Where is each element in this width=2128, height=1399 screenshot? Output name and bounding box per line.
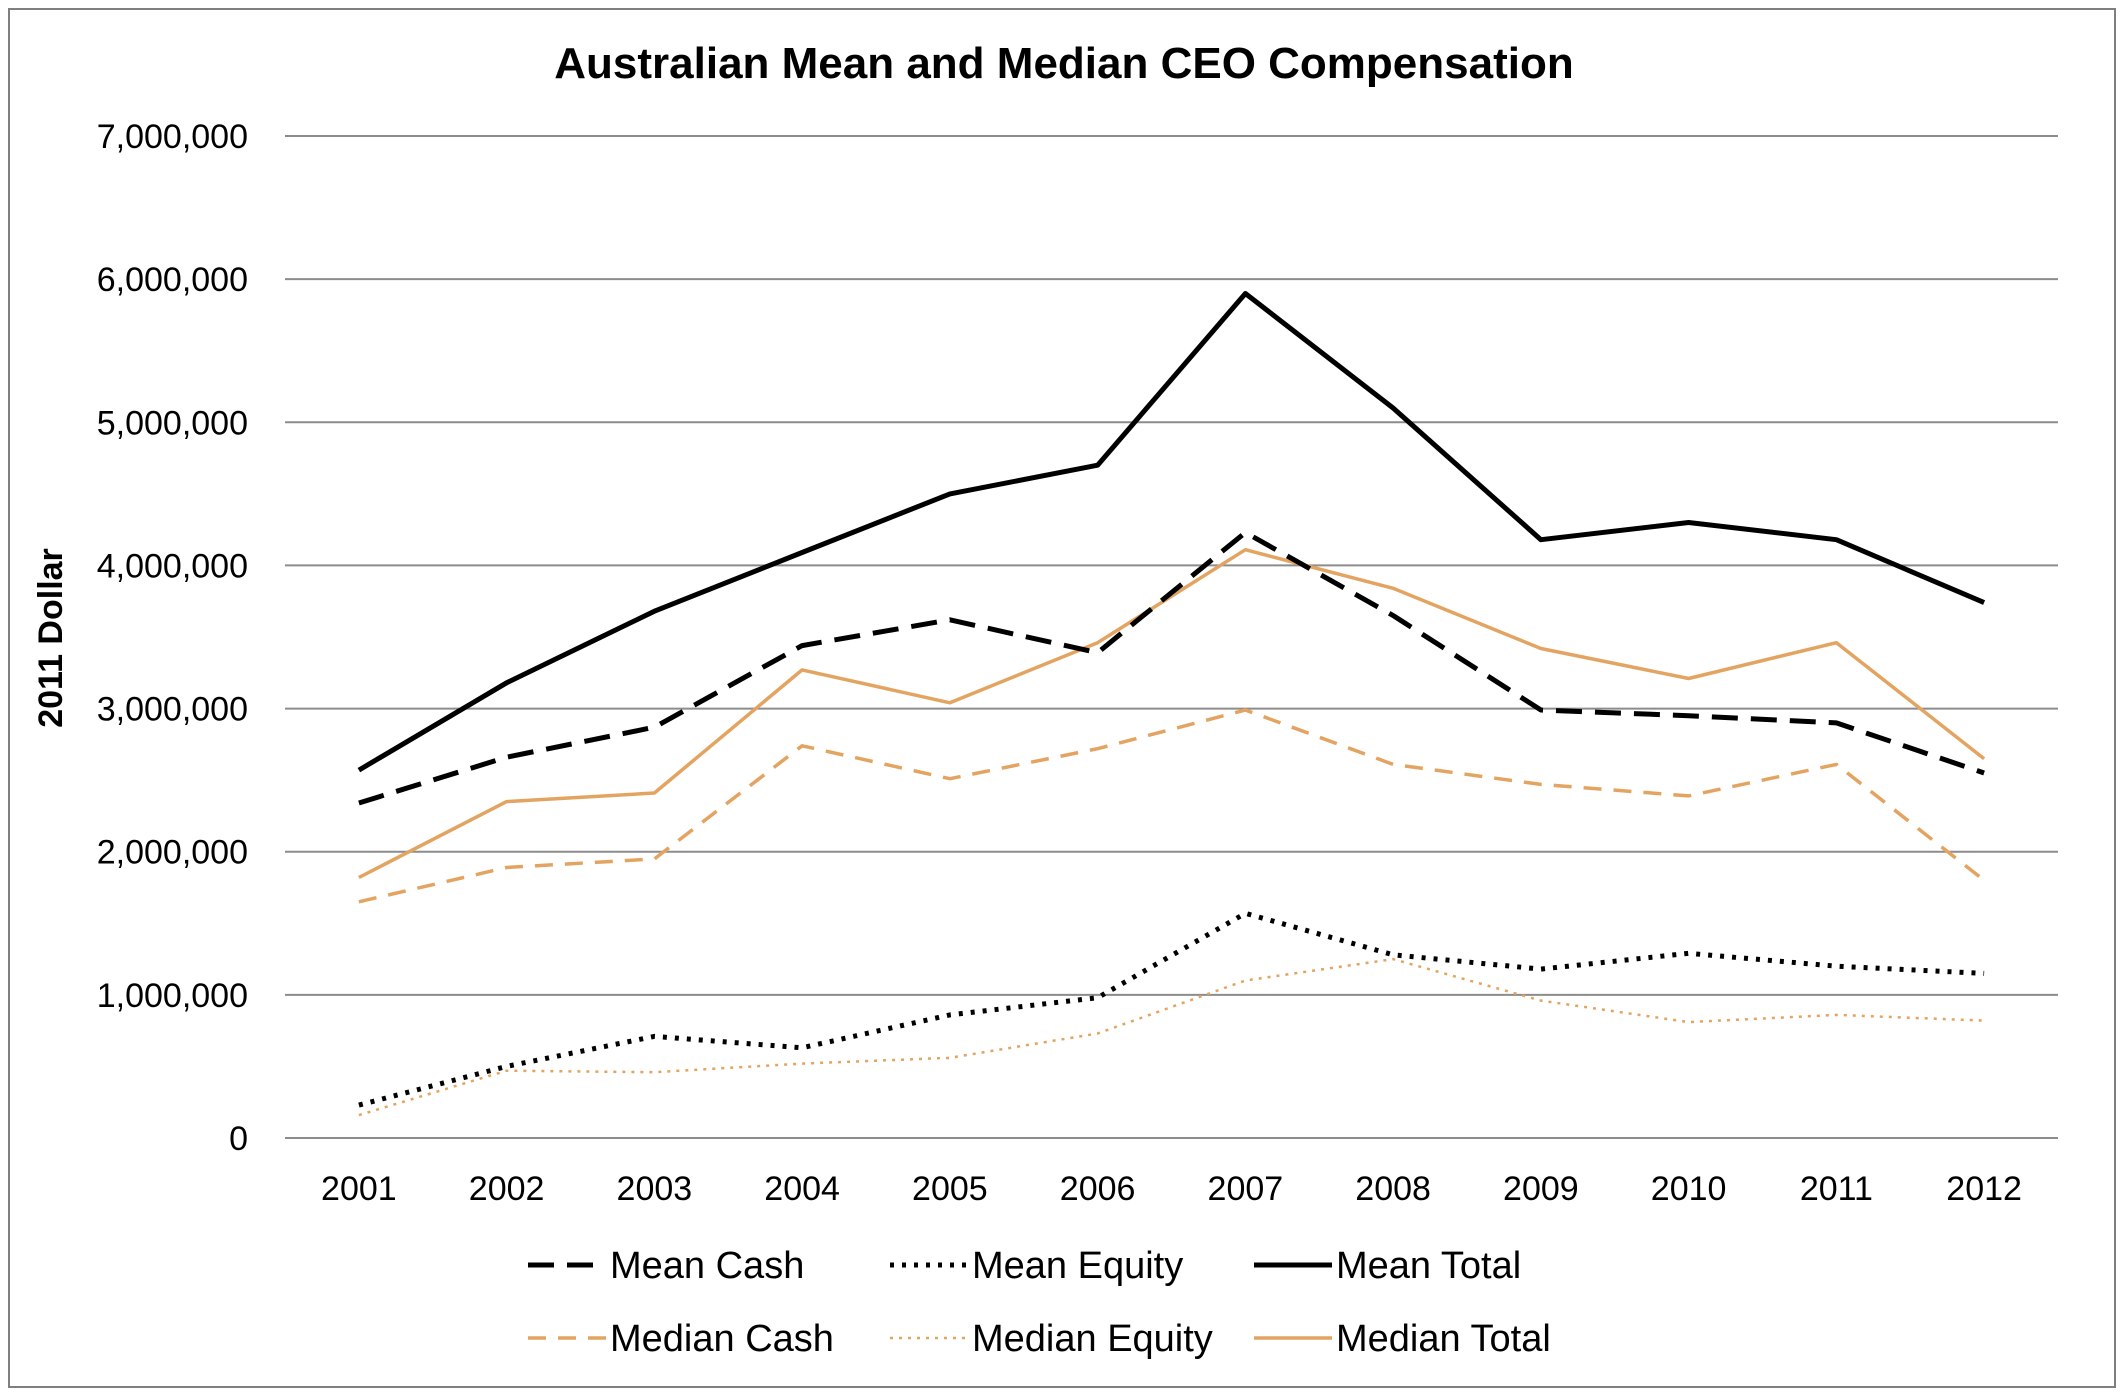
legend-label: Median Cash — [610, 1318, 834, 1360]
legend-item-mean-total: Mean Total — [1254, 1245, 1521, 1287]
x-tick-label: 2011 — [1800, 1170, 1873, 1208]
y-tick-label: 3,000,000 — [97, 691, 248, 729]
y-tick-label: 1,000,000 — [97, 977, 248, 1015]
legend-label: Mean Total — [1336, 1245, 1521, 1287]
x-tick-label: 2006 — [1060, 1170, 1136, 1208]
x-tick-labels: 2001 2002 2003 2004 2005 2006 2007 2008 2009 2010… — [321, 1170, 2022, 1208]
x-tick-label: 2004 — [764, 1170, 840, 1208]
series-line-mean-total — [357, 291, 1986, 773]
x-tick-label: 2005 — [912, 1170, 988, 1208]
y-tick-label: 4,000,000 — [97, 547, 248, 585]
y-tick-label: 7,000,000 — [97, 118, 248, 156]
legend-item-median-cash: Median Cash — [528, 1318, 834, 1360]
x-tick-label: 2009 — [1503, 1170, 1579, 1208]
x-tick-label: 2012 — [1946, 1170, 2022, 1208]
x-tick-label: 2008 — [1355, 1170, 1431, 1208]
chart-frame — [8, 8, 2116, 1388]
y-axis-label: 2011 Dollar — [32, 548, 70, 728]
series-line-mean-equity — [358, 910, 1985, 1108]
series-line-median-equity — [358, 957, 1985, 1117]
x-tick-label: 2007 — [1208, 1170, 1284, 1208]
series-lines — [357, 291, 1986, 1117]
x-tick-label: 2002 — [469, 1170, 545, 1208]
chart-title: Australian Mean and Median CEO Compensat… — [554, 39, 1573, 88]
y-tick-label: 2,000,000 — [97, 834, 248, 872]
legend-item-median-total: Median Total — [1254, 1318, 1551, 1360]
legend-label: Median Equity — [972, 1318, 1213, 1360]
legend-label: Mean Cash — [610, 1245, 804, 1287]
legend-label: Mean Equity — [972, 1245, 1183, 1287]
legend-label: Median Total — [1336, 1318, 1551, 1360]
legend-item-mean-equity: Mean Equity — [890, 1245, 1183, 1287]
x-tick-label: 2010 — [1651, 1170, 1727, 1208]
y-tick-label: 5,000,000 — [97, 404, 248, 442]
legend-item-median-equity: Median Equity — [890, 1318, 1213, 1360]
y-tick-label: 0 — [229, 1120, 248, 1158]
gridlines — [285, 135, 2058, 1139]
series-line-median-total — [358, 547, 1986, 880]
legend: Mean Cash Mean Equity Mean Total Median Cas… — [528, 1245, 1551, 1360]
series-line-median-cash — [358, 708, 1986, 904]
series-line-mean-cash — [358, 530, 1985, 806]
y-tick-label: 6,000,000 — [97, 261, 248, 299]
legend-item-mean-cash: Mean Cash — [528, 1245, 804, 1287]
y-tick-labels: 0 1,000,000 2,000,000 3,000,000 4,000,000 5,0… — [97, 118, 248, 1158]
x-tick-label: 2001 — [321, 1170, 397, 1208]
x-tick-label: 2003 — [617, 1170, 693, 1208]
